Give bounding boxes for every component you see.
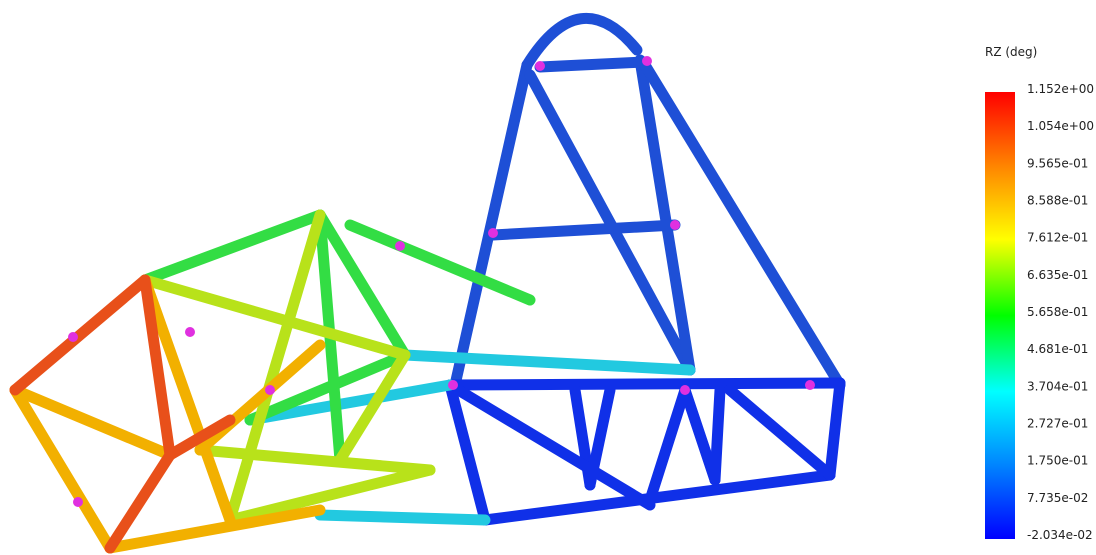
legend-label: 1.152e+00	[1027, 82, 1094, 96]
frame-model	[15, 18, 840, 548]
legend-title: RZ (deg)	[985, 45, 1037, 59]
viewport: RZ (deg) 1.152e+00 1.054e+00 9.565e-01 8.58…	[0, 0, 1096, 555]
legend-label: 9.565e-01	[1027, 156, 1088, 170]
legend-label: 1.750e-01	[1027, 454, 1088, 468]
legend-label: 6.635e-01	[1027, 268, 1088, 282]
legend-label: 5.658e-01	[1027, 305, 1088, 319]
color-bar	[985, 92, 1015, 539]
legend-label: 4.681e-01	[1027, 342, 1088, 356]
legend-label: -2.034e-02	[1027, 528, 1093, 542]
legend-label: 8.588e-01	[1027, 194, 1088, 208]
legend-label: 7.612e-01	[1027, 231, 1088, 245]
legend-labels: 1.152e+00 1.054e+00 9.565e-01 8.588e-01 7.61…	[1027, 82, 1094, 542]
legend-label: 1.054e+00	[1027, 119, 1094, 133]
screen: RZ (deg) 1.152e+00 1.054e+00 9.565e-01 8.58…	[0, 0, 1096, 555]
legend-label: 3.704e-01	[1027, 379, 1088, 393]
legend-label: 7.735e-02	[1027, 491, 1088, 505]
legend-label: 2.727e-01	[1027, 417, 1088, 431]
